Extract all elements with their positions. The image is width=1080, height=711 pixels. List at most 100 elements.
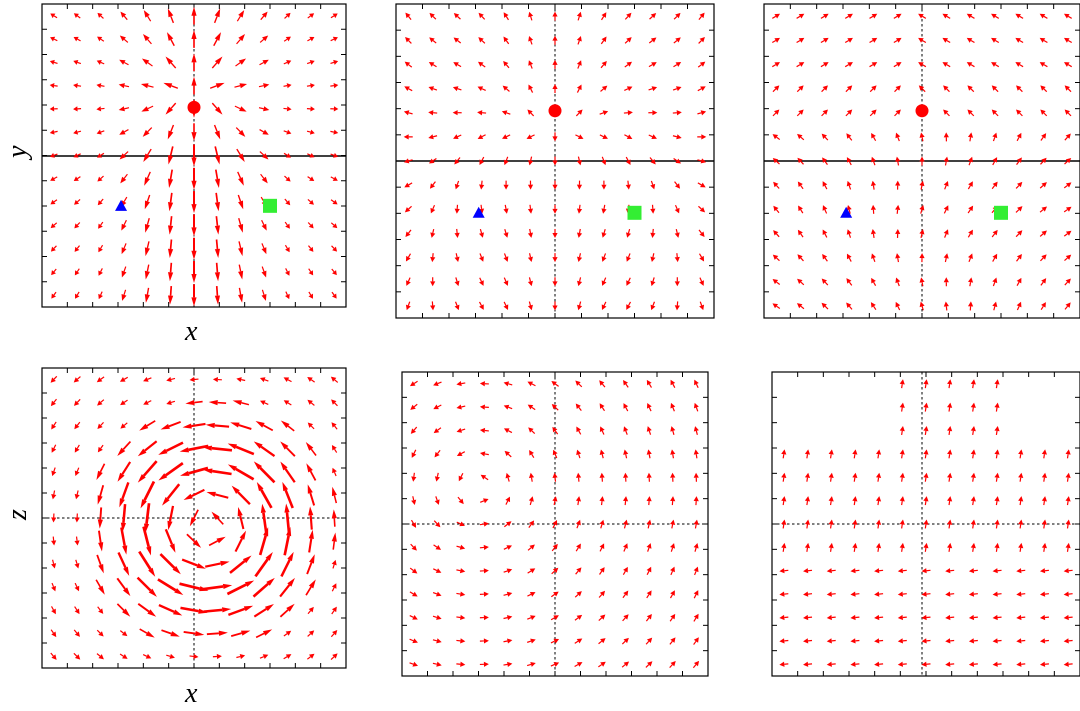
field-arrow: [479, 544, 489, 551]
field-arrow: [50, 629, 57, 638]
field-arrow: [95, 579, 105, 595]
field-arrow: [96, 152, 105, 158]
field-arrow: [601, 228, 607, 238]
field-arrow: [283, 400, 292, 406]
field-arrow: [331, 245, 338, 252]
field-arrow: [846, 229, 852, 238]
field-arrow: [168, 286, 174, 305]
field-arrow: [120, 399, 128, 406]
field-arrow: [991, 109, 999, 117]
field-arrow: [967, 85, 975, 93]
field-arrow: [283, 654, 292, 660]
field-arrow: [403, 110, 413, 116]
field-arrow: [186, 533, 202, 548]
field-arrow: [575, 472, 582, 482]
field-arrow: [828, 449, 834, 459]
field-arrow: [897, 568, 907, 574]
field-arrow: [527, 204, 534, 214]
field-arrow: [181, 558, 206, 569]
field-arrow: [576, 180, 583, 190]
field-arrow: [411, 449, 417, 458]
field-arrow: [139, 420, 156, 431]
field-arrow: [50, 222, 58, 229]
field-arrow: [168, 216, 174, 235]
field-arrow: [1065, 449, 1071, 459]
field-arrow: [850, 568, 860, 574]
field-arrow: [528, 520, 535, 528]
field-arrow: [284, 221, 290, 229]
field-arrow: [307, 199, 314, 205]
field-arrow: [118, 83, 130, 89]
field-arrow: [284, 503, 291, 533]
field-arrow: [797, 133, 805, 141]
field-arrow: [503, 568, 513, 574]
field-arrow: [502, 85, 510, 92]
field-arrow: [871, 277, 877, 286]
field-arrow: [919, 301, 925, 311]
field-arrow: [852, 519, 858, 529]
field-arrow: [943, 109, 950, 117]
field-arrow: [51, 268, 57, 276]
field-arrow: [575, 134, 584, 139]
field-arrow: [670, 472, 676, 482]
field-arrow: [821, 278, 829, 286]
field-arrow: [74, 467, 80, 477]
field-arrow: [167, 124, 175, 140]
field-arrow: [646, 519, 652, 529]
field-arrow: [454, 253, 460, 263]
field-arrow: [409, 661, 419, 667]
field-arrow: [552, 472, 558, 482]
field-arrow: [1063, 37, 1073, 44]
field-arrow: [942, 13, 951, 19]
field-arrow: [283, 129, 292, 135]
field-arrow: [648, 86, 658, 92]
field-arrow: [203, 468, 232, 476]
field-arrow: [528, 472, 535, 482]
field-arrow: [96, 653, 104, 660]
field-arrow: [478, 228, 484, 238]
field-arrow: [552, 180, 558, 190]
field-arrow: [453, 134, 462, 140]
field-arrow: [968, 614, 978, 621]
field-arrow: [992, 253, 998, 262]
field-arrow: [899, 496, 905, 506]
field-arrow: [992, 277, 998, 287]
field-arrow: [994, 449, 1000, 459]
field-arrow: [238, 241, 244, 257]
field-arrow: [599, 380, 606, 388]
field-arrow: [261, 243, 267, 255]
field-arrow: [796, 109, 804, 117]
field-arrow: [212, 653, 222, 660]
field-arrow: [260, 173, 268, 184]
field-arrow: [283, 36, 291, 42]
field-arrow: [773, 181, 780, 189]
field-arrow: [771, 37, 781, 44]
field-arrow: [574, 638, 583, 644]
field-arrow: [893, 37, 902, 44]
field-arrow: [779, 568, 789, 574]
field-arrow: [285, 268, 290, 276]
field-arrow: [503, 301, 509, 310]
field-arrow: [970, 472, 976, 482]
field-arrow: [330, 629, 338, 638]
field-arrow: [331, 422, 338, 430]
field-arrow: [598, 661, 606, 668]
field-arrow: [98, 268, 103, 276]
field-arrow: [968, 156, 973, 166]
field-arrow: [626, 228, 632, 238]
field-arrow: [283, 152, 292, 158]
field-arrow: [503, 36, 510, 45]
field-arrow: [214, 262, 220, 282]
field-arrow: [73, 629, 80, 637]
field-arrow: [625, 180, 631, 190]
field-arrow: [306, 83, 315, 89]
field-arrow: [74, 199, 81, 205]
field-arrow: [478, 37, 486, 44]
field-arrow: [49, 152, 58, 158]
field-arrow: [96, 376, 105, 383]
field-arrow: [645, 637, 653, 645]
blue-triangle-marker: [840, 206, 853, 218]
field-arrow: [552, 11, 558, 21]
field-arrow: [673, 157, 682, 164]
field-arrow: [331, 559, 337, 569]
